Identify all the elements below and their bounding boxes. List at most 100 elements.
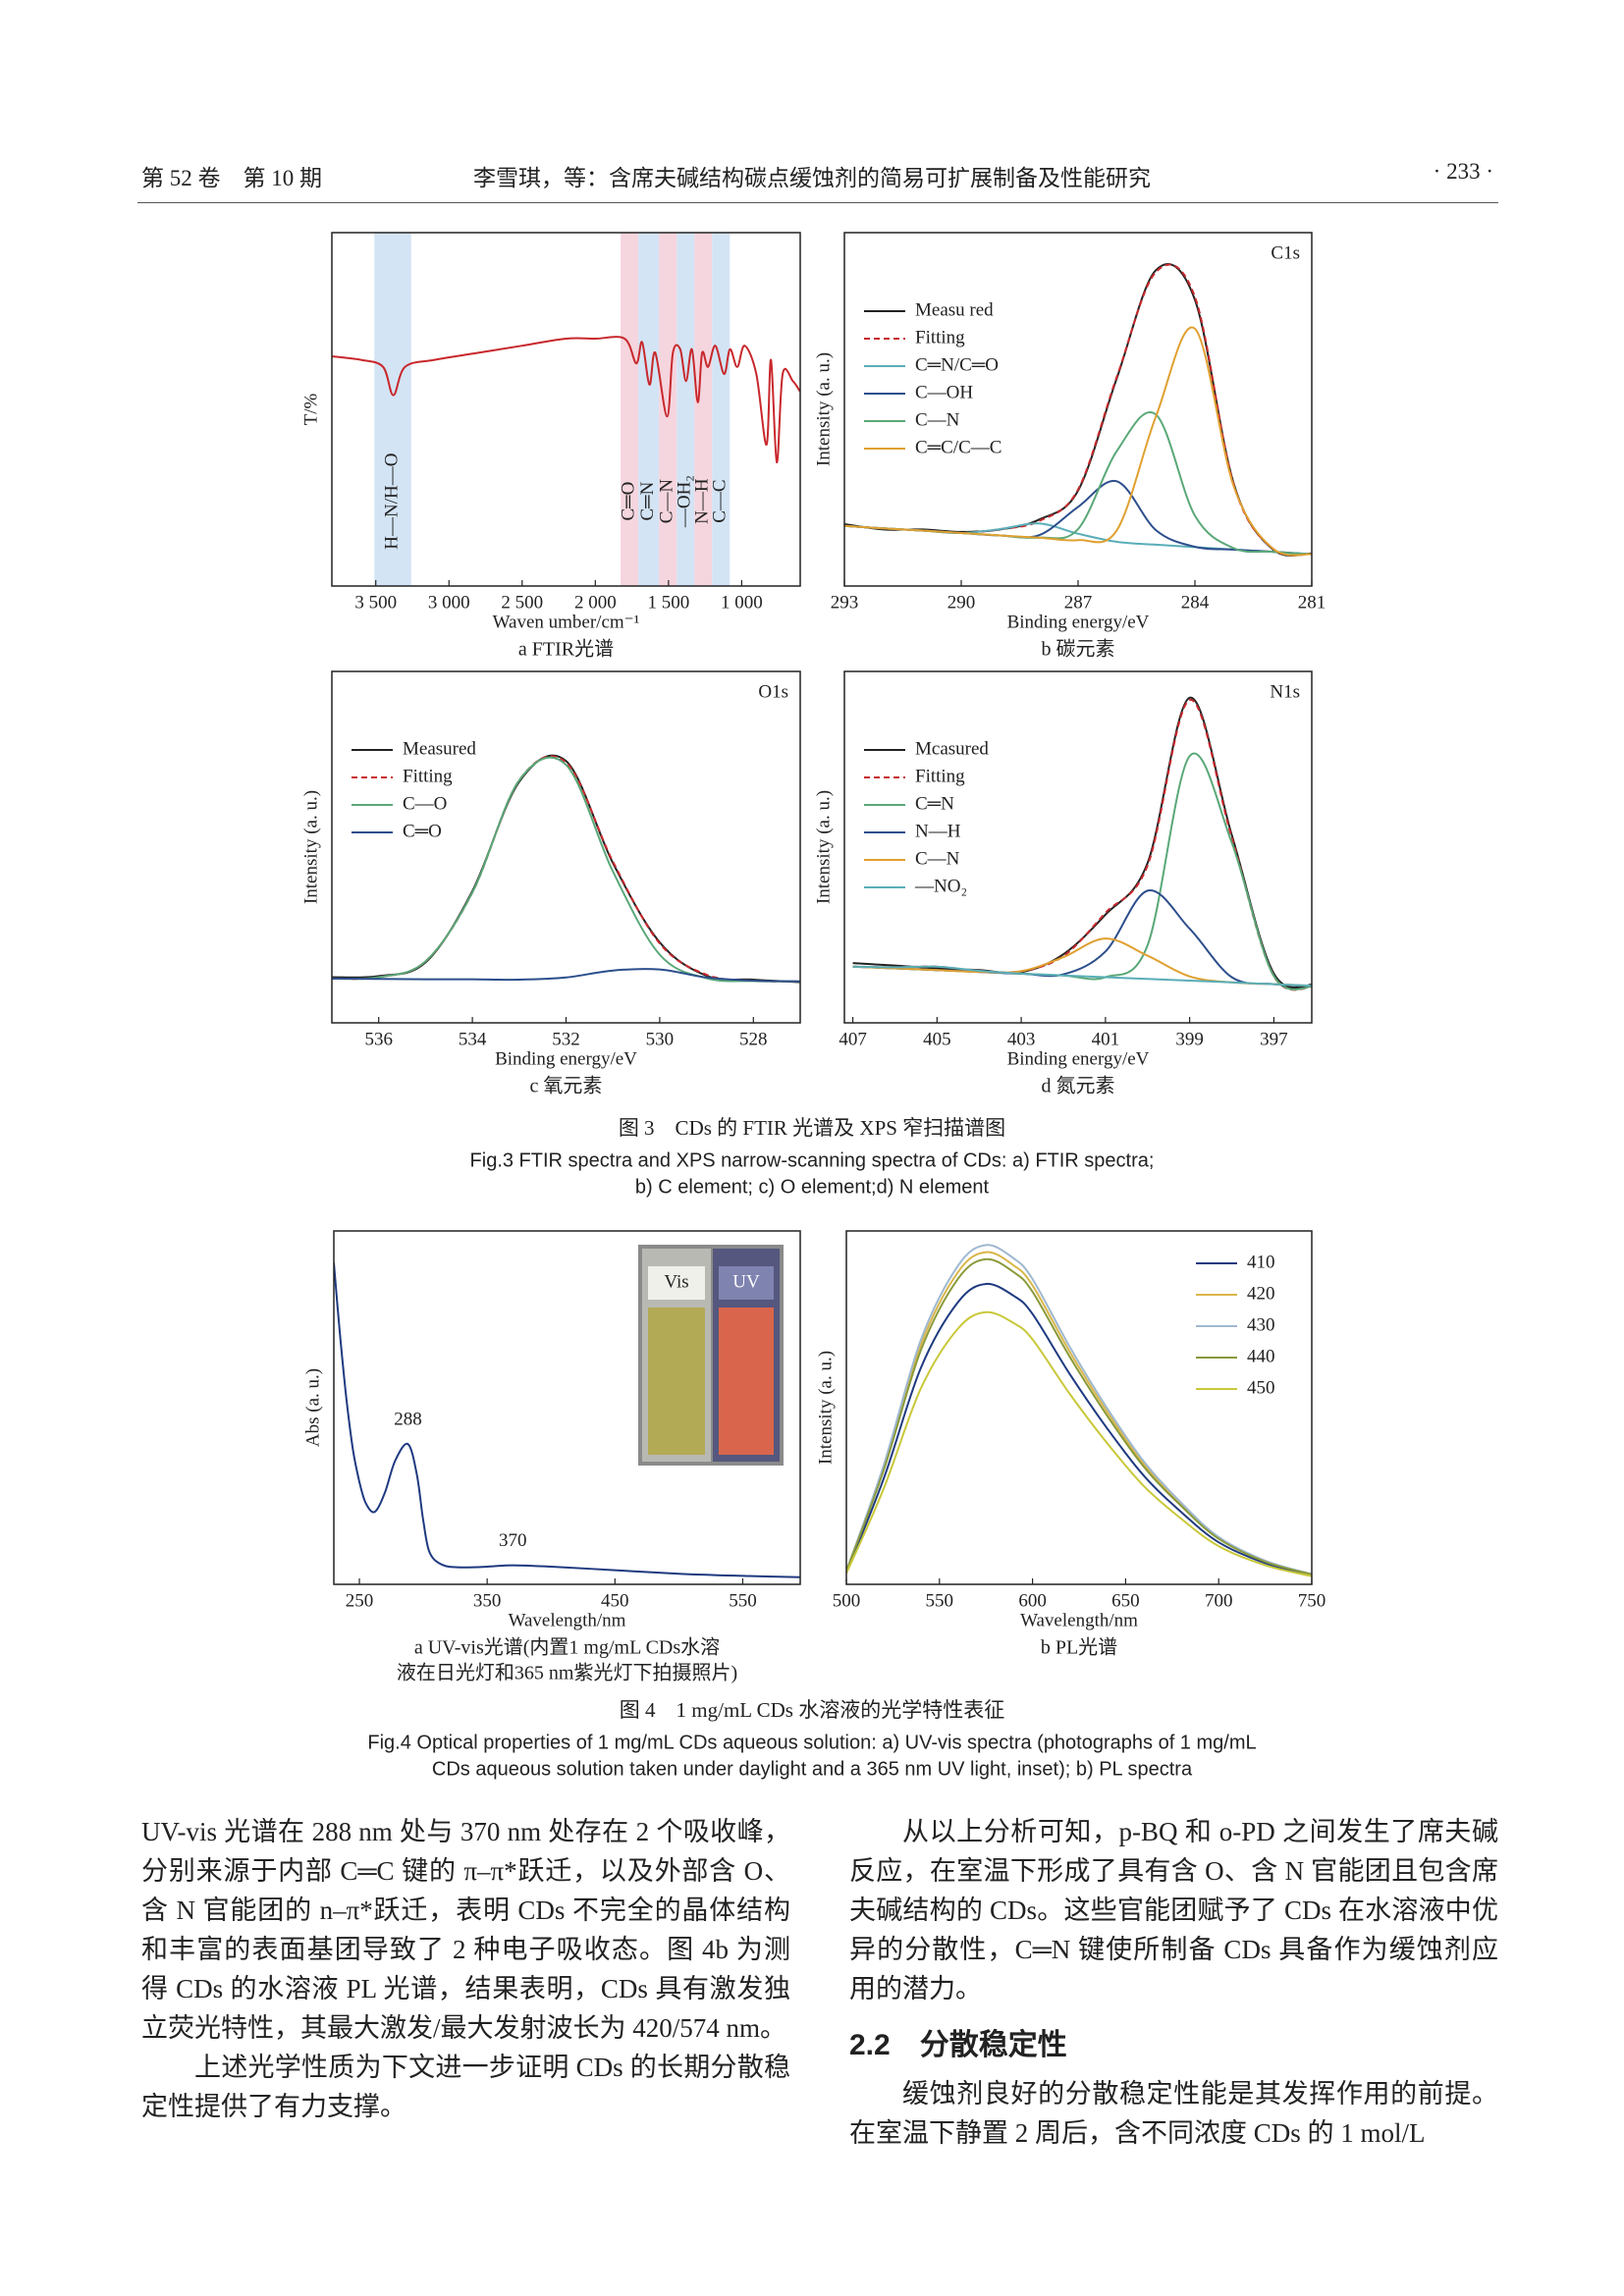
plot-area [334,1262,800,1578]
legend-label: Measured [403,738,476,759]
plot-area [332,336,800,464]
x-axis-label: Binding energy/eV [1007,612,1150,632]
band [694,233,713,586]
series-line [852,965,1312,988]
band [374,233,411,586]
plot-area [844,263,1312,557]
paragraph: 从以上分析可知，p-BQ 和 o-PD 之间发生了席夫碱反应，在室温下形成了具有… [849,1817,1498,2003]
panel-title: O1s [758,681,788,702]
legend-label: C═N/C═O [915,354,999,375]
inset-photo: Vis UV [638,1245,784,1466]
peak-label: 370 [499,1530,527,1551]
series-line [332,755,800,983]
x-tick-label: 2 500 [501,592,543,613]
plot-area [332,754,800,984]
legend-label: C—N [915,409,960,430]
x-tick-label: 350 [473,1590,502,1611]
series-line [334,1262,800,1578]
x-tick-label: 500 [833,1590,861,1611]
panel-title: N1s [1270,681,1300,702]
series-line [332,968,800,983]
plot-frame [331,232,801,587]
vial-solution [719,1308,774,1455]
plot-area [846,1244,1312,1577]
x-tick-label: 284 [1181,592,1210,613]
chart: 500 550 600 650 700 750 Wavelength/nm Intensity… [815,1230,1326,1659]
x-tick-label: 450 [601,1590,629,1611]
chart: 250 350 450 550 Wavelength/nm Abs (a. u.) a UV… [302,1230,801,1684]
x-axis-label: Waven umber/cm⁻¹ [493,612,640,632]
panel-caption: d 氮元素 [1042,1075,1115,1097]
x-tick-label: 293 [831,592,859,613]
body-column: 从以上分析可知，p-BQ 和 o-PD 之间发生了席夫碱反应，在室温下形成了具有… [849,1812,1498,2008]
legend-label: 410 [1247,1252,1275,1272]
x-tick-label: 650 [1111,1590,1140,1611]
paragraph: 缓蚀剂良好的分散稳定性能是其发挥作用的前提。在室温下静置 2 周后，含不同浓度 … [849,2079,1498,2148]
band [659,233,677,586]
legend-label: Fitting [403,766,453,786]
x-tick-label: 287 [1064,592,1093,613]
x-axis-label: Binding energy/eV [1007,1048,1150,1069]
figure-caption-en: b) C element; c) O element;d) N element [635,1176,990,1198]
band-label: N—H [692,478,713,524]
figure-caption: 图 4 1 mg/mL CDs 水溶液的光学特性表征 [620,1698,1004,1722]
series-line [332,754,800,984]
band [621,233,639,586]
plot-frame [331,670,801,1024]
y-axis-label: Abs (a. u.) [302,1368,323,1447]
panel-caption: a UV-vis光谱(内置1 mg/mL CDs水溶 [414,1636,720,1659]
series-line [846,1251,1312,1575]
legend-label: C═N [915,793,954,814]
band-label: C—C [710,479,731,522]
legend-label: C—OH [915,382,973,402]
legend-label: C—N [915,848,960,869]
y-axis-label: Intensity (a. u.) [300,790,321,904]
x-tick-label: 290 [947,592,976,613]
legend-label: —NO₂ [914,876,967,896]
band-label: C═O [618,482,638,521]
x-tick-label: 3 000 [428,592,470,613]
vial-label [719,1266,774,1300]
panel-title: C1s [1271,242,1300,263]
x-tick-label: 403 [1007,1029,1036,1049]
plot-frame [843,232,1313,587]
x-tick-label: 250 [346,1590,374,1611]
chart: 293 290 287 284 281 C1s Binding energy/eV Inten… [813,232,1326,661]
y-axis-label: Intensity (a. u.) [813,352,834,466]
plot-frame [333,1230,801,1585]
legend-label: 430 [1247,1314,1275,1335]
x-tick-label: 536 [364,1029,393,1049]
y-axis-label: T/% [300,393,321,425]
x-tick-label: 530 [646,1029,675,1049]
x-tick-label: 1 000 [721,592,763,613]
series-line [846,1310,1312,1577]
band-label: C═N [637,481,658,520]
x-tick-label: 550 [926,1590,954,1611]
y-axis-label: Intensity (a. u.) [813,790,834,904]
x-tick-label: 407 [839,1029,867,1049]
vial-label [648,1266,705,1300]
body-column: 缓蚀剂良好的分散稳定性能是其发挥作用的前提。在室温下静置 2 周后，含不同浓度 … [849,2074,1498,2153]
journal-issue: 第 52 卷 第 10 期 [141,166,322,190]
x-tick-label: 399 [1175,1029,1204,1049]
plot-frame [843,670,1313,1024]
y-axis-label: Intensity (a. u.) [815,1351,836,1465]
page-number: · 233 · [1433,159,1493,184]
series-line [852,889,1312,988]
header-rule [137,202,1498,203]
x-tick-label: 528 [739,1029,768,1049]
x-tick-label: 401 [1092,1029,1120,1049]
legend-label: Mcasured [915,738,989,759]
band-label: H—N/H—O [381,454,402,550]
panel-caption: b PL光谱 [1041,1636,1117,1659]
x-tick-label: 1 500 [647,592,689,613]
legend-label: C—O [403,793,447,814]
plot-frame [845,1230,1313,1585]
band [638,233,660,586]
panel-caption: c 氧元素 [530,1075,603,1097]
x-tick-label: 534 [459,1029,487,1049]
panel-caption: 液在日光灯和365 nm紫光灯下拍摄照片) [397,1662,737,1684]
